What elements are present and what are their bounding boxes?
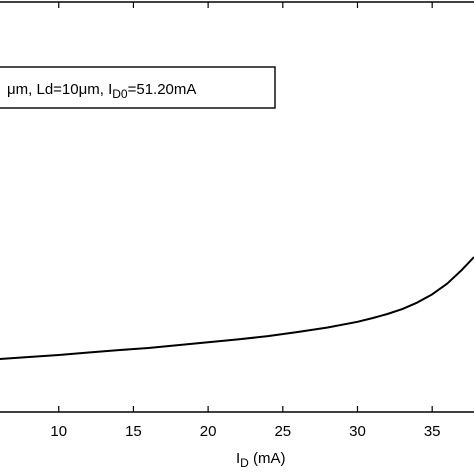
x-tick-label: 25 bbox=[274, 423, 291, 440]
x-tick-label: 15 bbox=[125, 423, 142, 440]
x-tick-label: 30 bbox=[349, 423, 366, 440]
x-axis-label: ID (mA) bbox=[236, 450, 286, 470]
legend: μm, Ld=10μm, ID0=51.20mA bbox=[0, 66, 276, 109]
series-line bbox=[0, 256, 474, 361]
x-tick-label: 20 bbox=[200, 423, 217, 440]
legend-box bbox=[0, 66, 276, 109]
x-tick-label: 35 bbox=[424, 423, 441, 440]
legend-entry: μm, Ld=10μm, ID0=51.20mA bbox=[7, 81, 196, 101]
x-tick-label: 10 bbox=[50, 423, 67, 440]
